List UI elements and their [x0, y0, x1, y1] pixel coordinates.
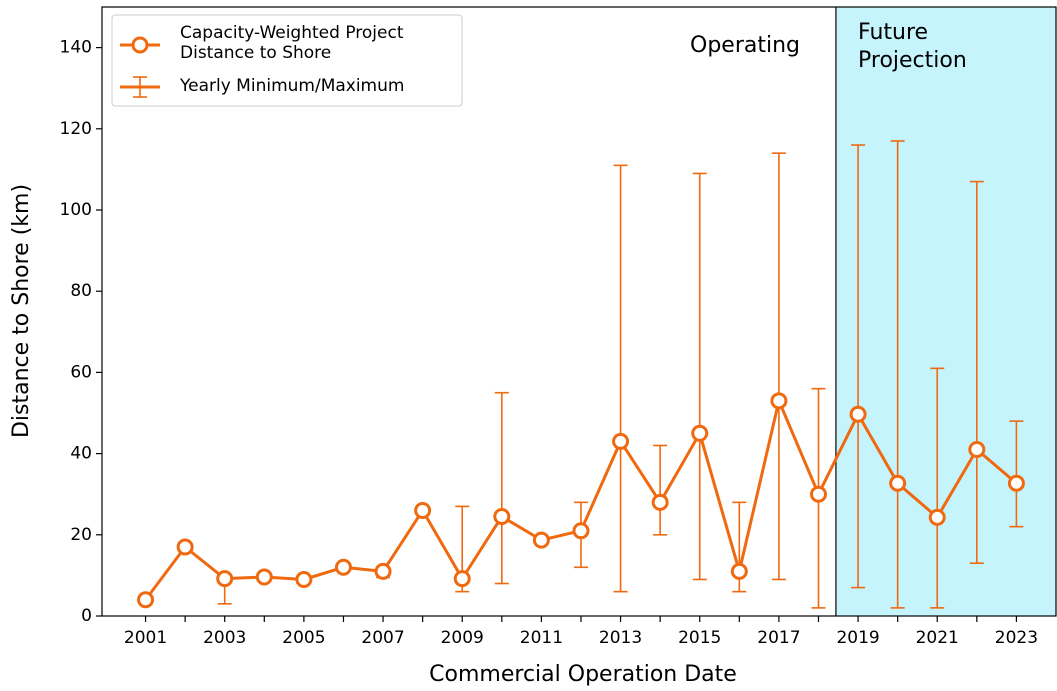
data-point [730, 562, 748, 580]
data-point [532, 531, 550, 549]
x-tick-label: 2007 [361, 628, 404, 648]
x-tick-label: 2019 [836, 628, 879, 648]
data-point [216, 570, 234, 588]
data-point [968, 441, 986, 459]
data-point [255, 568, 273, 586]
legend-label: Yearly Minimum/Maximum [180, 76, 405, 96]
data-point [572, 522, 590, 540]
data-point [612, 432, 630, 450]
data-point [295, 570, 313, 588]
x-tick-label: 2013 [599, 628, 642, 648]
data-point [928, 508, 946, 526]
data-point [889, 474, 907, 492]
projection-label: Future Projection [858, 20, 967, 73]
legend-marker [131, 36, 149, 54]
data-point [374, 562, 392, 580]
y-tick-label: 40 [70, 444, 92, 464]
data-point [809, 485, 827, 503]
data-point [493, 508, 511, 526]
data-point [176, 538, 194, 556]
data-point [770, 392, 788, 410]
y-tick-label: 20 [70, 525, 92, 545]
operating-label: Operating [690, 33, 800, 58]
x-tick-label: 2005 [282, 628, 325, 648]
y-tick-label: 60 [70, 362, 92, 382]
x-tick-label: 2009 [441, 628, 484, 648]
data-point [334, 558, 352, 576]
plot-frame [101, 6, 1057, 617]
data-point [1007, 474, 1025, 492]
projection-region [835, 7, 1056, 616]
x-tick-label: 2011 [520, 628, 563, 648]
y-axis-label: Distance to Shore (km) [9, 184, 34, 438]
data-point [414, 501, 432, 519]
data-point [849, 405, 867, 423]
x-tick-label: 2003 [203, 628, 246, 648]
data-point [691, 424, 709, 442]
data-point [651, 493, 669, 511]
x-tick-label: 2023 [995, 628, 1038, 648]
y-tick-label: 100 [60, 200, 92, 220]
x-axis-label: Commercial Operation Date [429, 662, 737, 687]
x-tick-label: 2017 [757, 628, 800, 648]
data-point [137, 591, 155, 609]
legend-label: Capacity-Weighted Project Distance to Sh… [180, 23, 404, 63]
x-tick-label: 2021 [916, 628, 959, 648]
y-tick-label: 80 [70, 281, 92, 301]
y-tick-label: 0 [81, 606, 92, 626]
legend-box [111, 14, 463, 107]
x-tick-label: 2015 [678, 628, 721, 648]
x-tick-label: 2001 [124, 628, 167, 648]
y-tick-label: 140 [60, 38, 92, 58]
data-point [453, 570, 471, 588]
y-tick-label: 120 [60, 119, 92, 139]
